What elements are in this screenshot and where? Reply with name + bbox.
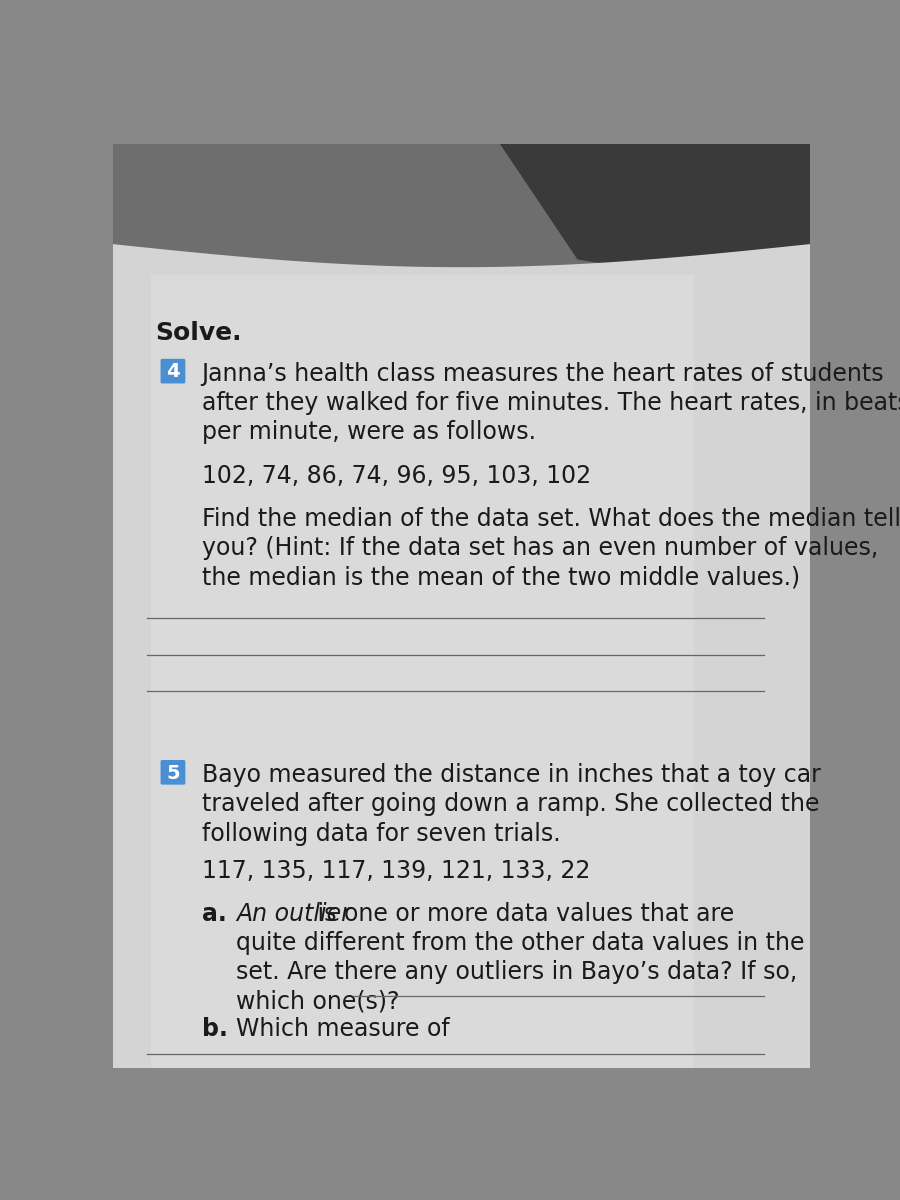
- Text: a.: a.: [202, 901, 227, 925]
- Text: Bayo measured the distance in inches that a toy car: Bayo measured the distance in inches tha…: [202, 763, 821, 787]
- Text: set. Are there any outliers in Bayo’s data? If so,: set. Are there any outliers in Bayo’s da…: [237, 960, 797, 984]
- Polygon shape: [112, 244, 810, 1068]
- Text: 5: 5: [166, 763, 180, 782]
- Text: quite different from the other data values in the: quite different from the other data valu…: [237, 931, 805, 955]
- Polygon shape: [112, 144, 810, 336]
- Text: Which measure of: Which measure of: [237, 1018, 450, 1042]
- Text: after they walked for five minutes. The heart rates, in beats: after they walked for five minutes. The …: [202, 391, 900, 415]
- Text: 117, 135, 117, 139, 121, 133, 22: 117, 135, 117, 139, 121, 133, 22: [202, 858, 590, 882]
- Text: traveled after going down a ramp. She collected the: traveled after going down a ramp. She co…: [202, 792, 819, 816]
- Text: 4: 4: [166, 362, 180, 382]
- Text: per minute, were as follows.: per minute, were as follows.: [202, 420, 536, 444]
- Text: Janna’s health class measures the heart rates of students: Janna’s health class measures the heart …: [202, 362, 884, 386]
- Polygon shape: [500, 144, 810, 298]
- FancyBboxPatch shape: [160, 359, 185, 384]
- Text: Solve.: Solve.: [155, 322, 241, 346]
- Text: you? (Hint: If the data set has an even number of values,: you? (Hint: If the data set has an even …: [202, 536, 878, 560]
- Text: following data for seven trials.: following data for seven trials.: [202, 822, 560, 846]
- Text: which one(s)?: which one(s)?: [237, 990, 400, 1014]
- Text: b.: b.: [202, 1018, 228, 1042]
- FancyBboxPatch shape: [160, 760, 185, 785]
- Text: 102, 74, 86, 74, 96, 95, 103, 102: 102, 74, 86, 74, 96, 95, 103, 102: [202, 463, 590, 487]
- Polygon shape: [151, 275, 694, 1068]
- Text: the median is the mean of the two middle values.): the median is the mean of the two middle…: [202, 565, 800, 589]
- Text: Find the median of the data set. What does the median tell: Find the median of the data set. What do…: [202, 506, 900, 530]
- Text: An outlier: An outlier: [237, 901, 351, 925]
- Text: is one or more data values that are: is one or more data values that are: [310, 901, 734, 925]
